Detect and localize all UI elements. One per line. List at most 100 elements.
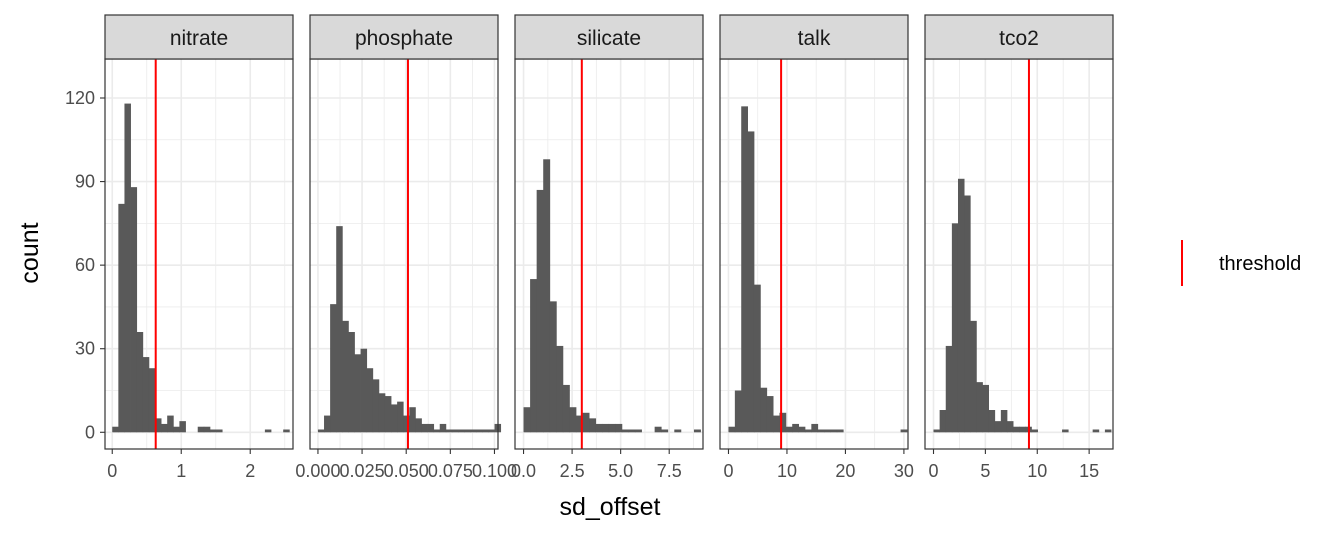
legend: threshold [1181,240,1301,286]
histogram-bar [741,106,749,433]
histogram-bar [602,423,610,433]
histogram-bar [391,404,398,433]
histogram-bar [951,223,959,433]
histogram-bar [154,418,162,433]
x-tick-label: 10 [1027,461,1047,481]
histogram-bar [575,415,583,433]
x-tick-label: 5 [980,461,990,481]
histogram-bar [1019,426,1026,433]
histogram-bar [792,423,799,433]
histogram-bar [779,412,787,433]
histogram-bar [197,426,205,433]
x-tick-label: 2 [245,461,255,481]
histogram-bar [148,368,156,433]
histogram-bar [556,345,564,433]
histogram-bar [693,429,701,433]
histogram-bar [470,429,477,433]
histogram-bar [397,401,404,433]
histogram-bar [595,423,603,433]
histogram-bar [785,426,793,433]
y-tick-label: 60 [75,255,95,275]
histogram-bar [330,304,337,433]
facet-strip-label: phosphate [355,27,453,50]
histogram-bar [488,429,495,433]
x-tick-label: 7.5 [657,461,682,481]
histogram-bar [747,131,755,433]
histogram-bar [336,226,343,433]
x-tick-label: 0.050 [384,461,429,481]
histogram-bar [415,418,422,433]
x-tick-label: 15 [1079,461,1099,481]
x-tick-label: 0.000 [295,461,340,481]
x-tick-label: 5.0 [608,461,633,481]
x-tick-label: 0.0 [511,461,536,481]
y-tick-label: 30 [75,339,95,359]
histogram-bar [945,345,953,433]
histogram-bar [136,332,144,433]
histogram-bar [1104,429,1112,433]
histogram-bar [970,320,977,433]
facet-strip [309,14,499,60]
x-tick-label: 0.025 [340,461,385,481]
histogram-bar [798,426,806,433]
histogram-bar [421,423,428,433]
histogram-bar [1031,429,1038,433]
histogram-bar [939,410,947,433]
histogram-bar [562,384,570,433]
histogram-bar [621,429,629,433]
histogram-bar [324,415,331,433]
histogram-bar [543,159,551,433]
histogram-bar [476,429,483,433]
histogram-bar [427,423,435,433]
histogram-bar [734,390,742,433]
histogram-bar [130,187,138,433]
histogram-bar [836,429,844,433]
x-tick-label: 0 [928,461,938,481]
x-tick-label: 0.100 [472,461,517,481]
x-tick-label: 30 [894,461,914,481]
legend-threshold-label: threshold [1219,253,1301,275]
histogram-bar [964,195,971,433]
x-tick-label: 0.075 [428,461,473,481]
histogram-bar [283,429,290,433]
histogram-bar [317,429,325,433]
histogram-bar [824,429,831,433]
x-tick-label: 2.5 [560,461,585,481]
histogram-bar [728,426,736,433]
histogram-bar [530,279,538,433]
histogram-bar [464,429,471,433]
histogram-bar [124,103,131,433]
histogram-bar [112,426,119,433]
histogram-bar [589,418,597,433]
histogram-bar [900,429,908,433]
histogram-bar [264,429,272,433]
histogram-bar [628,429,636,433]
panel-nitrate: nitrate 0 1 2 [104,14,294,481]
histogram-bar [674,429,682,433]
histogram-bar [523,407,531,433]
y-axis-title: count [16,222,44,283]
histogram-bar [348,332,355,433]
histogram-bar [173,426,180,433]
histogram-bar [482,429,489,433]
histogram-bar [634,429,642,433]
histogram-bar [830,429,838,433]
histogram-bar [811,423,819,433]
histogram-bar [804,429,812,433]
histogram-bar [976,382,983,433]
facet-strip-label: nitrate [170,27,228,50]
histogram-bar [403,415,410,433]
histogram-bar [409,407,416,433]
facet-strip-label: silicate [577,27,641,50]
x-tick-label: 1 [176,461,186,481]
histogram-bar [203,426,211,433]
panel-talk: talk 0 10 20 30 [719,14,914,481]
histogram-bar [569,407,577,433]
histogram-bar [354,354,361,433]
y-axis: 0 30 60 90 120 [65,88,105,442]
facet-strip [514,14,704,60]
histogram-bar [179,421,186,433]
histogram-bar [753,284,761,433]
